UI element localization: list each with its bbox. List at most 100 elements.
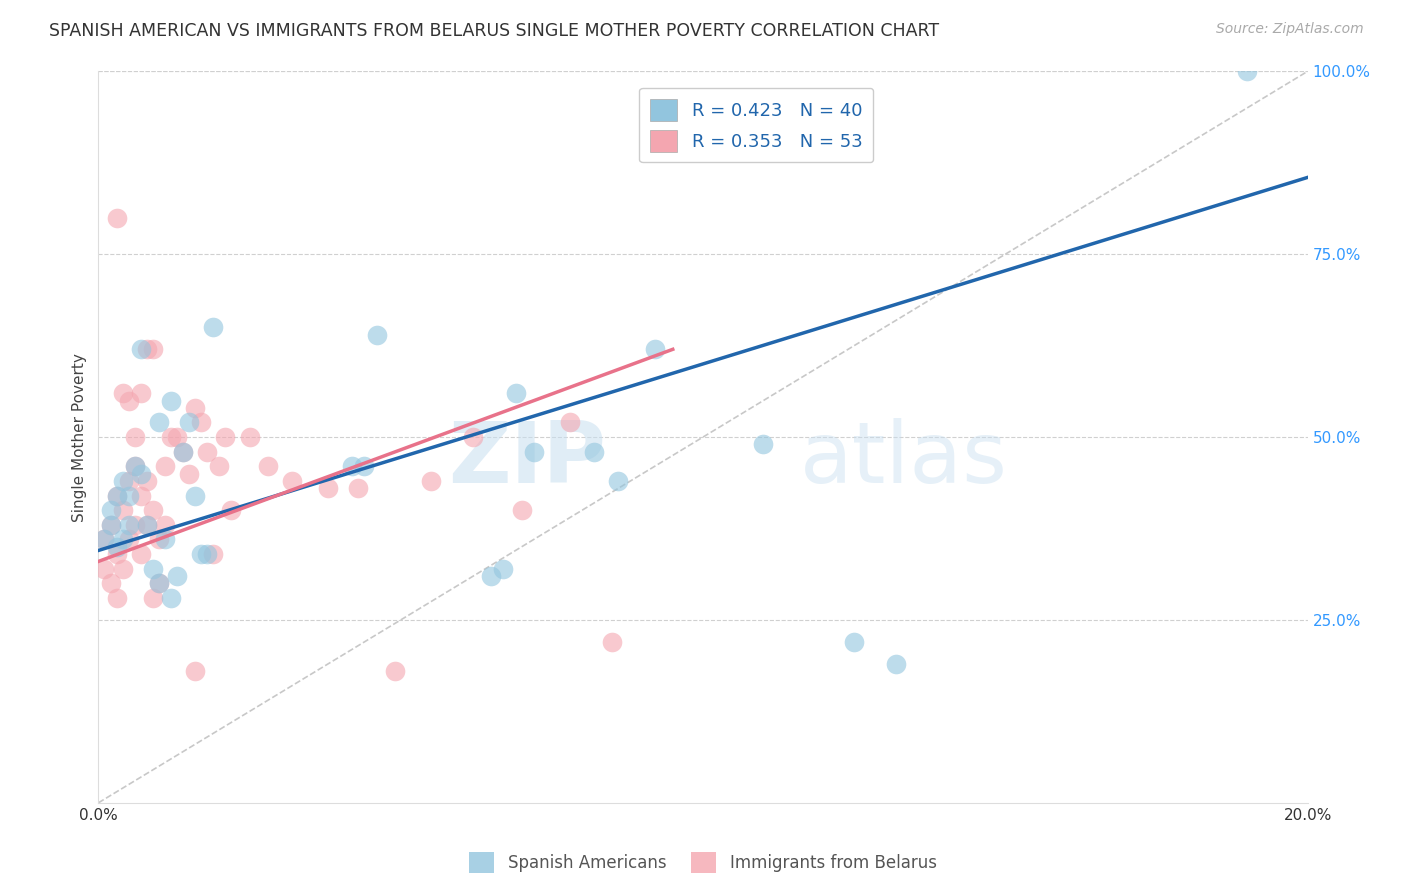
Point [142,343,165,357]
Point [558,416,581,430]
Point [148,576,170,591]
Point [342,459,364,474]
Point [111,562,134,576]
Point [844,635,866,649]
Point [142,591,165,605]
Point [166,430,188,444]
Point [129,489,152,503]
Point [118,474,141,488]
Point [105,489,128,503]
Point [105,540,128,554]
Point [202,547,225,561]
Point [221,503,243,517]
Point [148,576,170,591]
Point [129,467,152,481]
Point [124,459,146,474]
Point [93,562,115,576]
Point [353,459,375,474]
Point [190,547,212,561]
Point [607,474,630,488]
Point [184,664,207,678]
Point [202,320,225,334]
Legend: R = 0.423   N = 40, R = 0.353   N = 53: R = 0.423 N = 40, R = 0.353 N = 53 [640,87,873,162]
Point [505,386,527,401]
Point [195,547,218,561]
Point [100,503,122,517]
Point [129,386,152,401]
Point [184,401,207,415]
Point [111,474,134,488]
Point [105,211,128,225]
Point [100,517,122,532]
Text: Source: ZipAtlas.com: Source: ZipAtlas.com [1216,22,1364,37]
Point [111,533,134,547]
Point [93,533,115,547]
Point [111,386,134,401]
Point [172,444,194,458]
Text: SPANISH AMERICAN VS IMMIGRANTS FROM BELARUS SINGLE MOTHER POVERTY CORRELATION CH: SPANISH AMERICAN VS IMMIGRANTS FROM BELA… [49,22,939,40]
Point [160,393,183,408]
Point [523,444,546,458]
Point [179,467,201,481]
Point [602,635,624,649]
Point [124,517,146,532]
Point [160,591,183,605]
Point [153,533,176,547]
Legend: Spanish Americans, Immigrants from Belarus: Spanish Americans, Immigrants from Belar… [463,846,943,880]
Point [366,327,388,342]
Point [135,343,157,357]
Point [195,444,218,458]
Point [105,489,128,503]
Point [256,459,278,474]
Point [135,474,157,488]
Point [239,430,262,444]
Point [142,562,165,576]
Point [105,547,128,561]
Point [135,517,157,532]
Point [153,459,176,474]
Point [463,430,485,444]
Point [129,547,152,561]
Point [184,489,207,503]
Point [129,343,152,357]
Y-axis label: Single Mother Poverty: Single Mother Poverty [72,352,87,522]
Point [118,517,141,532]
Point [153,517,176,532]
Point [214,430,236,444]
Point [124,430,146,444]
Point [172,444,194,458]
Point [148,533,170,547]
Point [1236,64,1258,78]
Point [281,474,304,488]
Point [166,569,188,583]
Point [886,657,908,671]
Point [105,591,128,605]
Point [100,517,122,532]
Point [93,533,115,547]
Point [142,503,165,517]
Point [347,481,370,495]
Point [124,459,146,474]
Point [316,481,339,495]
Point [644,343,666,357]
Point [111,503,134,517]
Point [190,416,212,430]
Text: atlas: atlas [800,417,1008,500]
Point [118,533,141,547]
Point [118,393,141,408]
Point [481,569,503,583]
Point [179,416,201,430]
Point [510,503,533,517]
Point [100,576,122,591]
Point [752,437,775,451]
Point [384,664,406,678]
Point [118,489,141,503]
Point [420,474,443,488]
Point [148,416,170,430]
Point [208,459,231,474]
Point [492,562,515,576]
Point [160,430,183,444]
Point [583,444,606,458]
Point [135,517,157,532]
Text: ZIP: ZIP [449,417,606,500]
